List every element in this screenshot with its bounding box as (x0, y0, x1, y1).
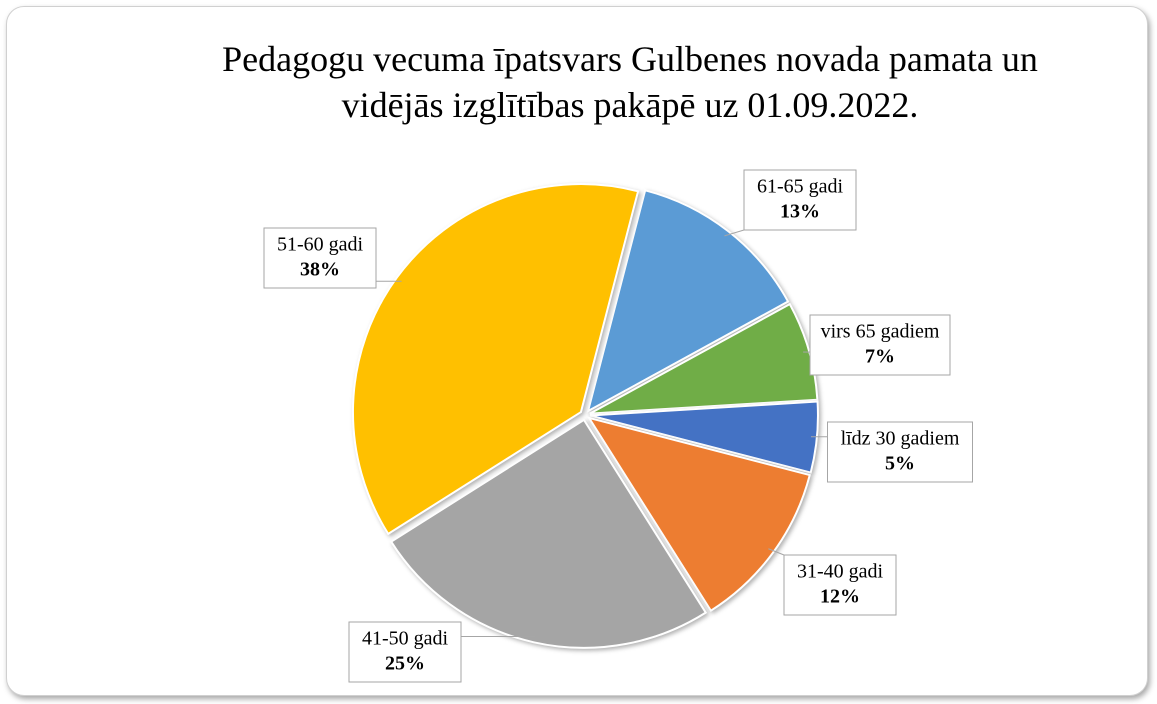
label-box (743, 169, 857, 231)
label-box (348, 621, 462, 683)
leader-line (724, 229, 745, 237)
pie-slice (589, 400, 819, 474)
leader-line (768, 548, 785, 556)
slice-label: virs 65 gadiem (821, 321, 940, 343)
pie-slice (586, 416, 811, 613)
pie-slice (589, 302, 819, 415)
value-label: 12% (820, 586, 860, 608)
label-box (827, 421, 973, 483)
value-label: 38% (300, 259, 340, 281)
slice-label: 51-60 gadi (277, 234, 364, 256)
value-label: 13% (780, 201, 820, 223)
slice-label: 61-65 gadi (757, 176, 844, 198)
value-label: 5% (885, 453, 915, 475)
slice-label: 41-50 gadi (362, 628, 449, 650)
pie-slice (389, 418, 708, 649)
chart-title: Pedagogu vecuma īpatsvars Gulbenes novad… (222, 39, 1038, 125)
label-box (809, 314, 951, 376)
slice-label: 31-40 gadi (797, 561, 884, 583)
pie-slice (586, 189, 790, 414)
slice-label: līdz 30 gadiem (841, 428, 960, 450)
pie-slice (352, 183, 640, 536)
label-box (783, 554, 897, 616)
label-box (263, 227, 377, 289)
value-label: 25% (385, 653, 425, 675)
value-label: 7% (865, 346, 895, 368)
